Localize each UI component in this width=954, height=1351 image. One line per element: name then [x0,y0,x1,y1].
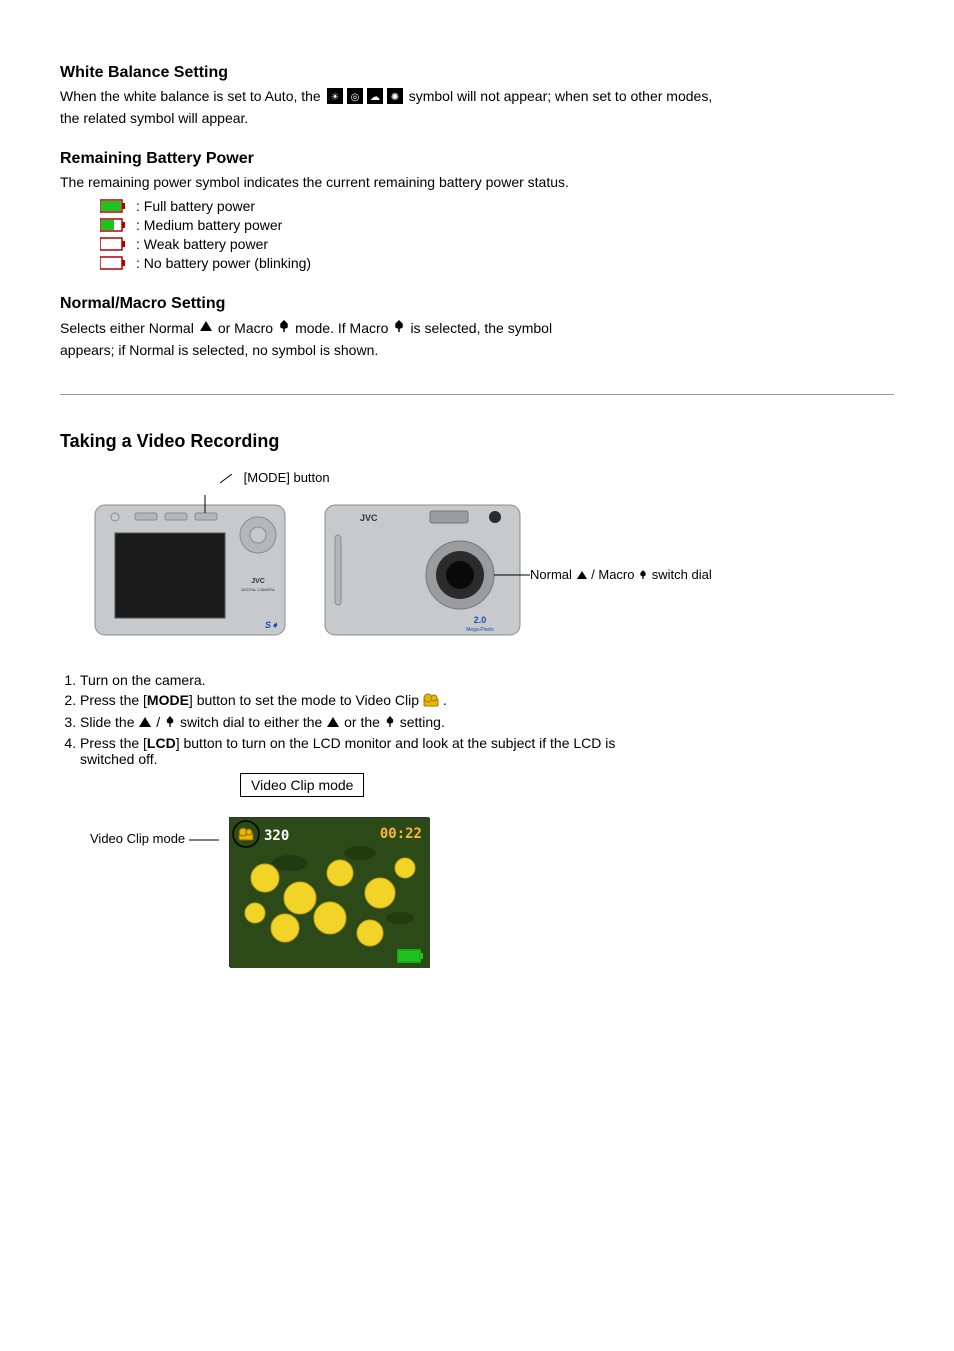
battery-full-icon [100,199,126,213]
overlay-320: 320 [264,828,289,844]
battery-level-weak-label: : Weak battery power [136,236,268,252]
wb-fluorescent-icon: ◎ [347,88,363,104]
lcd-screen: 320 00:22 320 00:22 [229,817,429,967]
tulip-icon [277,319,291,336]
battery-level-full-label: : Full battery power [136,198,255,214]
step3-mid2: switch dial to either the [180,714,326,730]
step2-suffix: . [443,692,447,708]
step4-prefix: Press the [ [80,735,147,751]
svg-text:JVC: JVC [360,513,378,523]
step-3: Slide the / switch dial to either the or… [80,714,894,731]
overlay-time: 00:22 [380,826,422,842]
step4-line2: switched off. [80,751,894,767]
battery-none-icon [100,256,126,270]
lcd-figure: Video Clip mode [90,817,894,967]
mode-button-callout-label: [MODE] button [244,470,330,485]
switch-dial-callout-prefix: Normal [530,567,576,582]
svg-text:2.0: 2.0 [474,615,487,625]
tulip-icon-2 [392,319,406,336]
step2-mid: ] button to set the mode to Video Clip [189,692,423,708]
switch-dial-callout: Normal / Macro switch dial [530,567,712,583]
tulip-icon-callout [638,568,648,583]
film-icon-step [423,693,439,710]
battery-level-none-label: : No battery power (blinking) [136,255,311,271]
step2-bold: MODE [147,692,189,708]
battery-level-medium: : Medium battery power [100,217,894,233]
battery-level-full: : Full battery power [100,198,894,214]
battery-medium-icon [100,218,126,232]
camera-figures-row: S➧ JVC DIGITAL CAMERA JVC 2.0 Mega-Pix [90,495,894,648]
mountain-icon-step3a [138,715,152,731]
macro-mid2: mode. If Macro [295,320,388,336]
svg-text:JVC: JVC [251,578,265,585]
step3-prefix: Slide the [80,714,138,730]
mountain-icon [198,319,214,336]
mountain-icon-step3b [326,715,340,731]
section-divider [60,394,894,395]
battery-level-weak: : Weak battery power [100,236,894,252]
vcm-arrow-label: Video Clip mode [90,831,219,846]
macro-prefix: Selects either Normal [60,320,194,336]
mode-button-callout-text: [MODE] button [220,470,894,485]
step3-mid3: or the [344,714,384,730]
svg-text:Mega-Pixels: Mega-Pixels [466,627,494,633]
wb-line1-prefix: When the white balance is set to Auto, t… [60,88,321,104]
svg-text:S➧: S➧ [265,620,279,630]
svg-text:☁: ☁ [370,92,380,103]
macro-mid: or Macro [218,320,273,336]
battery-level-none: : No battery power (blinking) [100,255,894,271]
video-steps: Turn on the camera. Press the [MODE] but… [60,672,894,767]
wb-line1-suffix: symbol will not appear; when set to othe… [409,88,713,104]
tulip-icon-step3a [164,715,176,731]
step4-bold: LCD [147,735,176,751]
video-clip-mode-box: Video Clip mode [240,773,364,797]
wb-auto-icon: ☀ [327,88,343,104]
camera-front-figure: JVC 2.0 Mega-Pixels Normal / Macro [320,495,530,648]
battery-heading: Remaining Battery Power [60,150,894,168]
svg-text:DIGITAL CAMERA: DIGITAL CAMERA [241,587,275,592]
mountain-icon-callout [576,568,588,583]
vcm-arrow-label-text: Video Clip mode [90,831,185,846]
switch-dial-callout-suffix: switch dial [652,567,712,582]
svg-text:◎: ◎ [350,92,359,103]
wb-incandescent-icon: ✺ [387,88,403,104]
battery-weak-icon [100,237,126,251]
wb-line2: the related symbol will appear. [60,110,894,126]
camera-back-figure: S➧ JVC DIGITAL CAMERA [90,495,290,648]
step3-mid: / [156,714,160,730]
svg-text:✺: ✺ [391,92,399,103]
wb-icon-group: ☀ ◎ ☁ ✺ [325,88,405,104]
macro-heading: Normal/Macro Setting [60,295,894,313]
step4-suffix: ] button to turn on the LCD monitor and … [176,735,616,751]
wb-line1: When the white balance is set to Auto, t… [60,88,894,104]
wb-heading: White Balance Setting [60,64,894,82]
battery-level-medium-label: : Medium battery power [136,217,282,233]
video-heading: Taking a Video Recording [60,431,894,452]
step2-prefix: Press the [ [80,692,147,708]
macro-suffix: is selected, the symbol [410,320,552,336]
tulip-icon-step3b [384,715,396,731]
switch-dial-callout-mid: / Macro [591,567,638,582]
step-1: Turn on the camera. [80,672,894,688]
step-2: Press the [MODE] button to set the mode … [80,692,894,710]
wb-cloudy-icon: ☁ [367,88,383,104]
battery-intro: The remaining power symbol indicates the… [60,174,894,190]
macro-line1: Selects either Normal or Macro mode. If … [60,319,894,336]
step-4: Press the [LCD] button to turn on the LC… [80,735,894,767]
svg-text:☀: ☀ [330,92,339,103]
macro-line2: appears; if Normal is selected, no symbo… [60,342,894,358]
battery-list: : Full battery power : Medium battery po… [100,198,894,271]
step3-suffix: setting. [400,714,445,730]
